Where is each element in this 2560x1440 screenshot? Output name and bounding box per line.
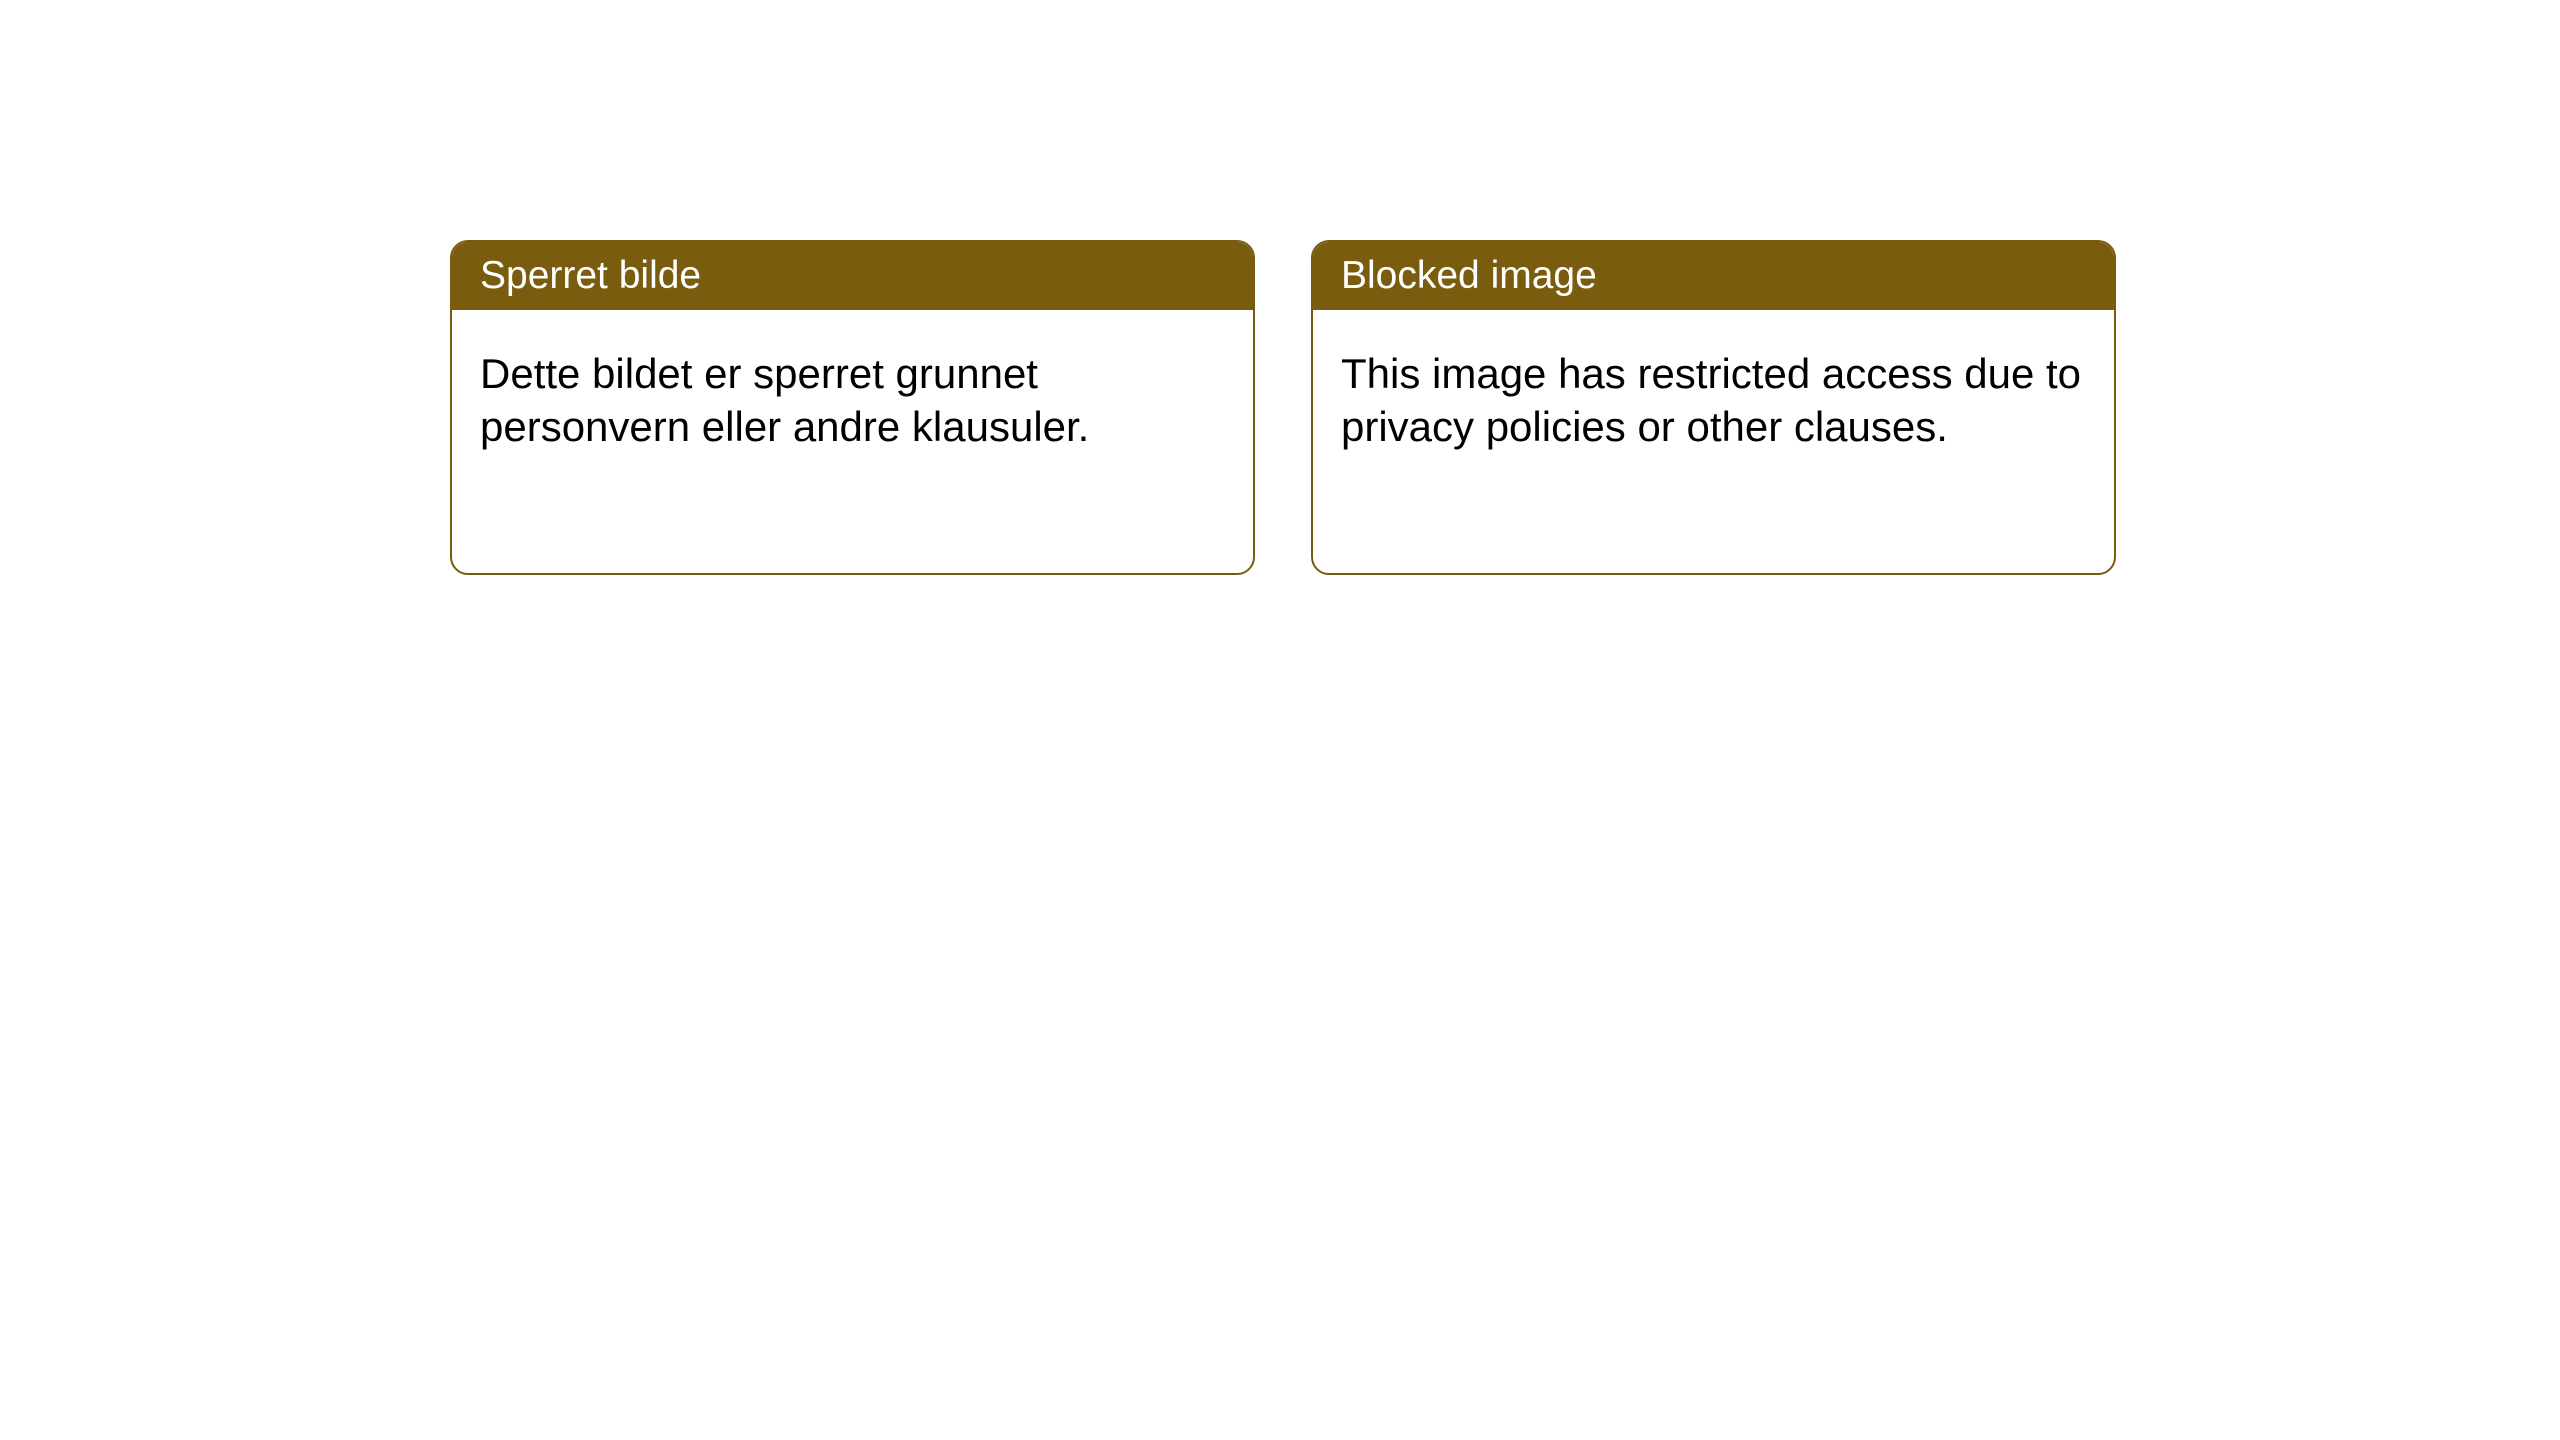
card-body-text: Dette bildet er sperret grunnet personve… [480, 350, 1089, 450]
notice-card-norwegian: Sperret bilde Dette bildet er sperret gr… [450, 240, 1255, 575]
card-header: Blocked image [1313, 242, 2114, 310]
notice-container: Sperret bilde Dette bildet er sperret gr… [0, 0, 2560, 575]
card-body-text: This image has restricted access due to … [1341, 350, 2081, 450]
card-title: Sperret bilde [480, 254, 701, 297]
card-body: Dette bildet er sperret grunnet personve… [452, 310, 1253, 491]
notice-card-english: Blocked image This image has restricted … [1311, 240, 2116, 575]
card-title: Blocked image [1341, 254, 1597, 297]
card-header: Sperret bilde [452, 242, 1253, 310]
card-body: This image has restricted access due to … [1313, 310, 2114, 491]
